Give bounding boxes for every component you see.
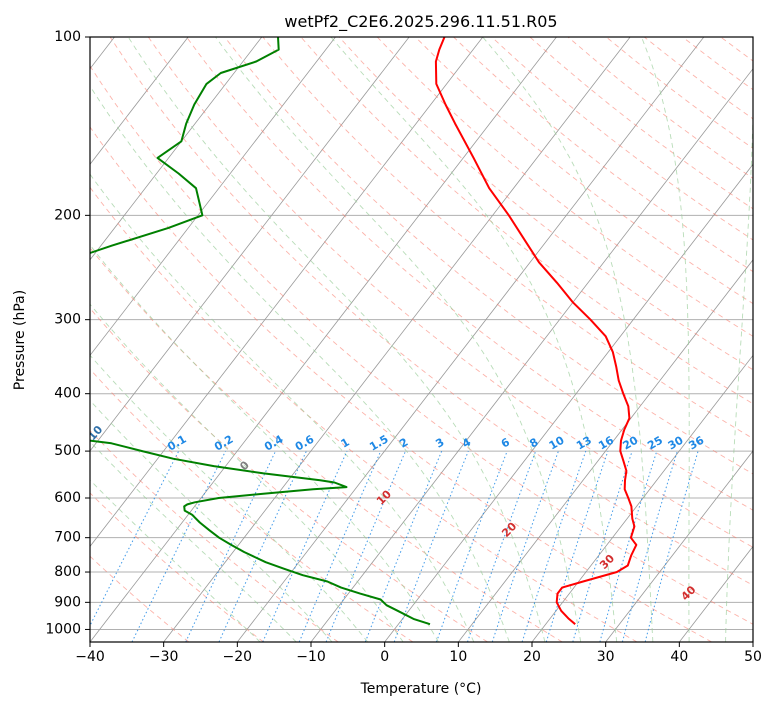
y-tick-label: 300 (54, 312, 81, 328)
x-tick-label: −30 (149, 649, 179, 665)
y-tick-label: 200 (54, 207, 81, 223)
y-tick-label: 400 (54, 386, 81, 402)
x-tick-label: 0 (380, 649, 389, 665)
x-tick-label: −40 (75, 649, 105, 665)
y-tick-label: 100 (54, 29, 81, 45)
x-tick-label: 10 (449, 649, 467, 665)
y-tick-label: 800 (54, 564, 81, 580)
y-tick-label: 700 (54, 530, 81, 546)
y-axis-label: Pressure (hPa) (12, 290, 28, 390)
y-tick-label: 500 (54, 443, 81, 459)
chart-title: wetPf2_C2E6.2025.296.11.51.R05 (284, 12, 557, 32)
x-tick-label: −10 (296, 649, 326, 665)
x-axis-label: Temperature (°C) (360, 681, 482, 697)
y-tick-label: 1000 (45, 621, 81, 637)
x-tick-label: 30 (597, 649, 615, 665)
x-tick-label: −20 (223, 649, 253, 665)
x-tick-label: 20 (523, 649, 541, 665)
y-tick-label: 600 (54, 490, 81, 506)
x-tick-label: 50 (744, 649, 762, 665)
y-tick-label: 900 (54, 594, 81, 610)
x-tick-label: 40 (670, 649, 688, 665)
